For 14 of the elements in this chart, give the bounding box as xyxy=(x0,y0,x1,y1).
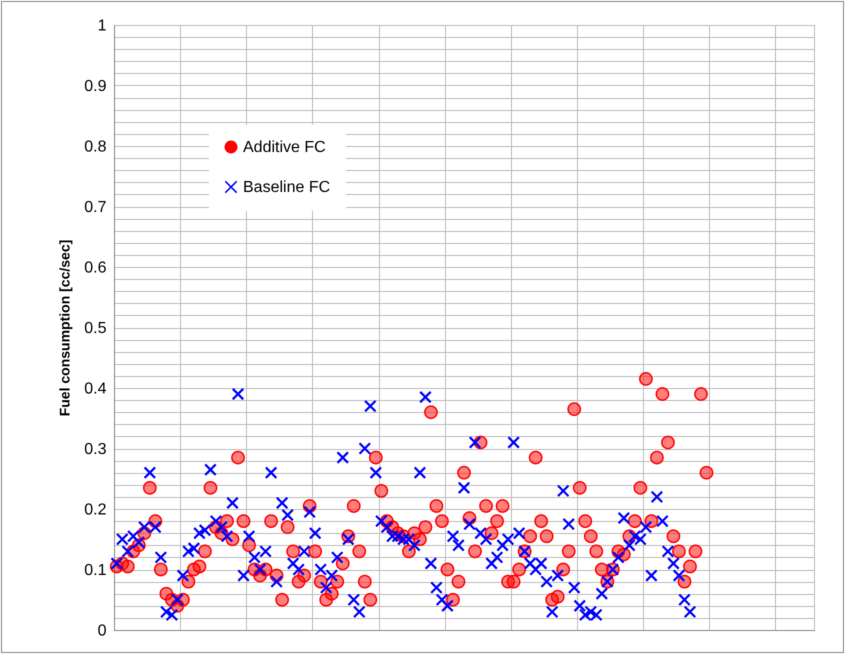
y-tick-label: 0.8 xyxy=(84,138,107,156)
y-tick-label: 0.9 xyxy=(84,78,107,95)
y-tick-label: 0.6 xyxy=(84,260,107,276)
y-tick-label: 0.1 xyxy=(84,562,107,579)
y-tick-label: 0.7 xyxy=(84,199,107,216)
y-tick-label: 0.2 xyxy=(84,502,107,518)
y-tick-label: 0.3 xyxy=(84,441,107,458)
y-axis-title: Fuel consumption [cc/sec] xyxy=(56,240,72,416)
legend-label: Baseline FC xyxy=(243,179,330,196)
y-tick-label: 0.4 xyxy=(84,380,107,398)
y-tick-label: 0.5 xyxy=(84,320,107,337)
y-tick-label: 1 xyxy=(98,18,107,34)
y-tick-label: 0 xyxy=(98,622,107,640)
legend-label: Additive FC xyxy=(243,139,326,156)
